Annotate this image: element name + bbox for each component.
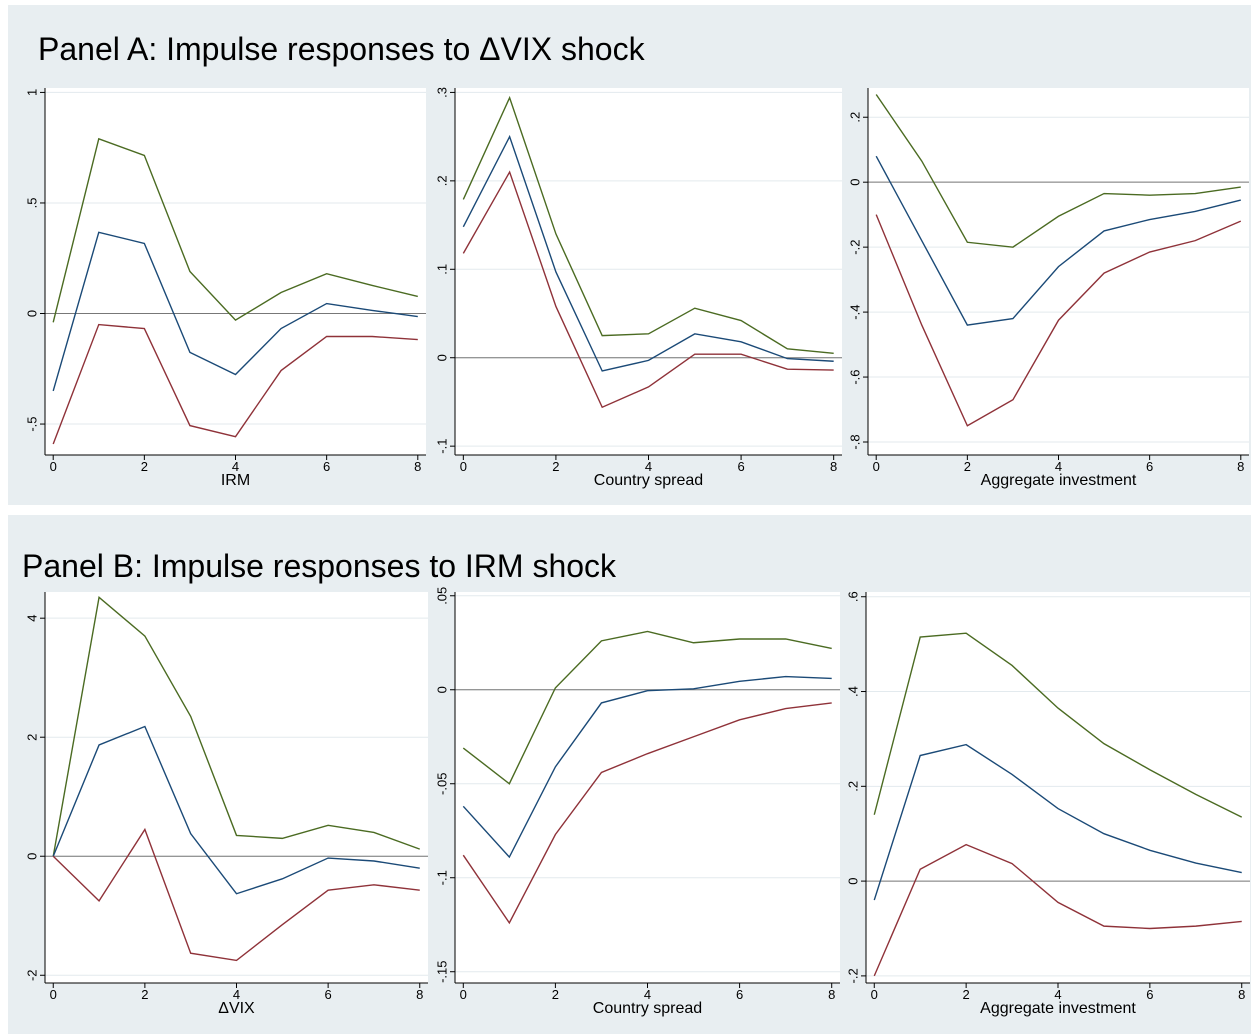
x-axis-label: Aggregate investment	[981, 472, 1137, 489]
series-line	[462, 675, 832, 859]
x-tick-label: 4	[645, 459, 652, 474]
x-tick-label: 2	[552, 459, 559, 474]
y-tick-label: .1	[434, 264, 449, 275]
y-tick-label: -.1	[434, 439, 449, 454]
y-tick-label: .2	[847, 112, 862, 123]
x-tick-label: 0	[873, 459, 880, 474]
y-tick-label: -.2	[845, 968, 860, 983]
x-tick-label: 6	[325, 987, 332, 1002]
x-axis-label: Country spread	[594, 472, 703, 489]
x-tick-label: 6	[736, 987, 743, 1002]
series-line	[875, 94, 1241, 248]
x-tick-label: 8	[414, 459, 421, 474]
y-tick-label: .2	[434, 175, 449, 186]
y-tick-label: -.8	[847, 434, 862, 449]
x-tick-label: 8	[416, 987, 423, 1002]
series-line	[462, 170, 834, 409]
x-tick-label: 2	[141, 987, 148, 1002]
series-line	[875, 214, 1242, 427]
x-axis-label: IRM	[221, 472, 250, 489]
series-line	[462, 95, 834, 354]
x-tick-label: 0	[460, 987, 467, 1002]
y-tick-label: -.2	[847, 240, 862, 255]
y-tick-label: 1	[24, 89, 39, 96]
y-tick-label: -.15	[434, 961, 449, 983]
x-tick-label: 6	[1146, 987, 1153, 1002]
series-line	[462, 702, 832, 925]
series-line	[462, 630, 832, 785]
x-tick-label: 6	[323, 459, 330, 474]
y-tick-label: 0	[24, 853, 39, 860]
x-tick-label: 2	[552, 987, 559, 1002]
x-tick-label: 8	[828, 987, 835, 1002]
y-tick-label: 0	[845, 877, 860, 884]
y-tick-label: .4	[845, 686, 860, 697]
x-tick-label: 2	[141, 459, 148, 474]
series-line	[873, 743, 1242, 901]
y-tick-label: -.1	[434, 870, 449, 885]
y-tick-label: 0	[24, 310, 39, 317]
x-tick-label: 0	[871, 987, 878, 1002]
y-tick-label: .3	[434, 87, 449, 98]
y-tick-label: -2	[24, 969, 39, 981]
x-tick-label: 0	[50, 987, 57, 1002]
series-line	[52, 725, 420, 895]
y-tick-label: .5	[24, 198, 39, 209]
y-tick-label: 2	[24, 734, 39, 741]
x-tick-label: 8	[830, 459, 837, 474]
x-tick-label: 2	[964, 459, 971, 474]
x-tick-label: 4	[644, 987, 651, 1002]
x-tick-label: 4	[233, 987, 240, 1002]
panel-title: Panel B: Impulse responses to IRM shock	[22, 548, 617, 584]
series-line	[52, 323, 418, 445]
x-tick-label: 4	[232, 459, 239, 474]
x-tick-label: 2	[963, 987, 970, 1002]
x-tick-label: 6	[737, 459, 744, 474]
x-tick-label: 6	[1146, 459, 1153, 474]
series-line	[462, 134, 834, 372]
plot-area	[455, 88, 842, 455]
y-tick-label: 0	[434, 686, 449, 693]
plot-area	[45, 592, 428, 983]
x-tick-label: 4	[1054, 987, 1061, 1002]
x-tick-label: 4	[1055, 459, 1062, 474]
y-tick-label: 0	[434, 354, 449, 361]
series-line	[873, 843, 1242, 977]
plot-area	[455, 592, 840, 983]
plot-area	[45, 88, 426, 455]
y-tick-label: .6	[845, 591, 860, 602]
y-tick-label: .2	[845, 781, 860, 792]
plot-area	[866, 592, 1250, 983]
series-line	[52, 231, 418, 392]
series-line	[875, 155, 1241, 326]
x-axis-label: Country spread	[593, 1000, 702, 1017]
y-tick-label: -.5	[24, 416, 39, 431]
x-tick-label: 0	[50, 459, 57, 474]
plot-area	[868, 88, 1249, 455]
y-tick-label: -.05	[434, 773, 449, 795]
series-line	[52, 596, 420, 857]
panel-title: Panel A: Impulse responses to ΔVIX shock	[38, 31, 646, 67]
x-axis-label: Aggregate investment	[980, 1000, 1136, 1017]
y-tick-label: -.6	[847, 369, 862, 384]
series-line	[52, 827, 420, 962]
x-tick-label: 8	[1237, 459, 1244, 474]
x-tick-label: 0	[460, 459, 467, 474]
series-line	[52, 137, 418, 323]
series-line	[873, 632, 1243, 818]
x-axis-label: ΔVIX	[218, 1000, 255, 1017]
y-tick-label: 0	[847, 179, 862, 186]
y-tick-label: .05	[434, 587, 449, 605]
y-tick-label: 4	[24, 615, 39, 622]
x-tick-label: 8	[1238, 987, 1245, 1002]
y-tick-label: -.4	[847, 305, 862, 320]
